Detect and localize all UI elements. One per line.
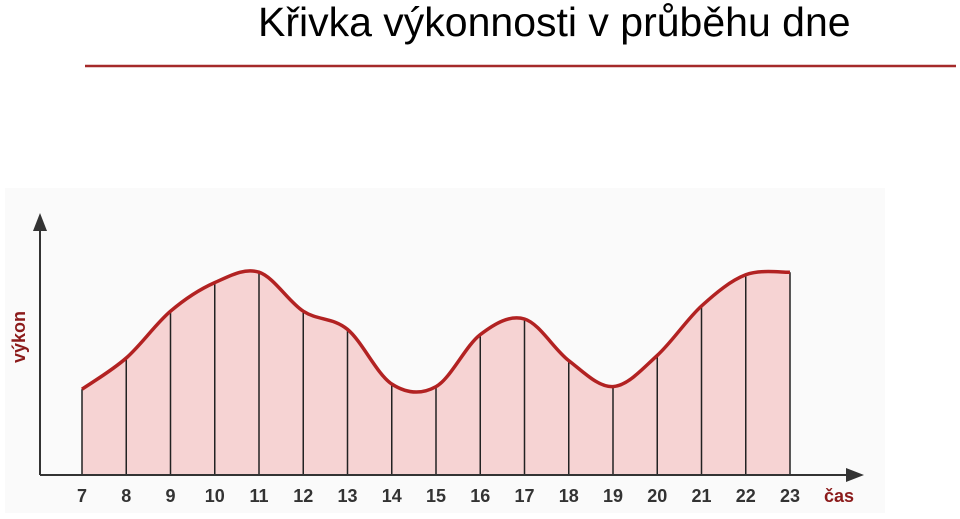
x-axis-label: čas — [824, 486, 854, 506]
x-tick-label: 18 — [559, 486, 579, 506]
curve — [80, 269, 791, 394]
x-tick-label: 21 — [691, 486, 711, 506]
x-tick-label: 23 — [780, 486, 800, 506]
x-axis-arrow — [846, 468, 864, 482]
x-tick-label: 13 — [337, 486, 357, 506]
x-tick-label: 20 — [647, 486, 667, 506]
x-tick-label: 14 — [382, 486, 402, 506]
x-tick-label: 16 — [470, 486, 490, 506]
plot — [80, 269, 791, 475]
x-tick-label: 12 — [293, 486, 313, 506]
slide-title: Křivka výkonnosti v průběhu dne — [258, 0, 851, 45]
y-axis-arrow — [33, 213, 47, 231]
x-tick-label: 15 — [426, 486, 446, 506]
x-tick-label: 10 — [205, 486, 225, 506]
y-axis-label: výkon — [9, 311, 29, 363]
x-tick-label: 9 — [165, 486, 175, 506]
x-tick-label: 22 — [736, 486, 756, 506]
x-tick-label: 19 — [603, 486, 623, 506]
x-tick-label: 17 — [514, 486, 534, 506]
x-tick-label: 11 — [249, 486, 268, 506]
x-tick-label: 8 — [121, 486, 131, 506]
x-tick-label: 7 — [77, 486, 87, 506]
